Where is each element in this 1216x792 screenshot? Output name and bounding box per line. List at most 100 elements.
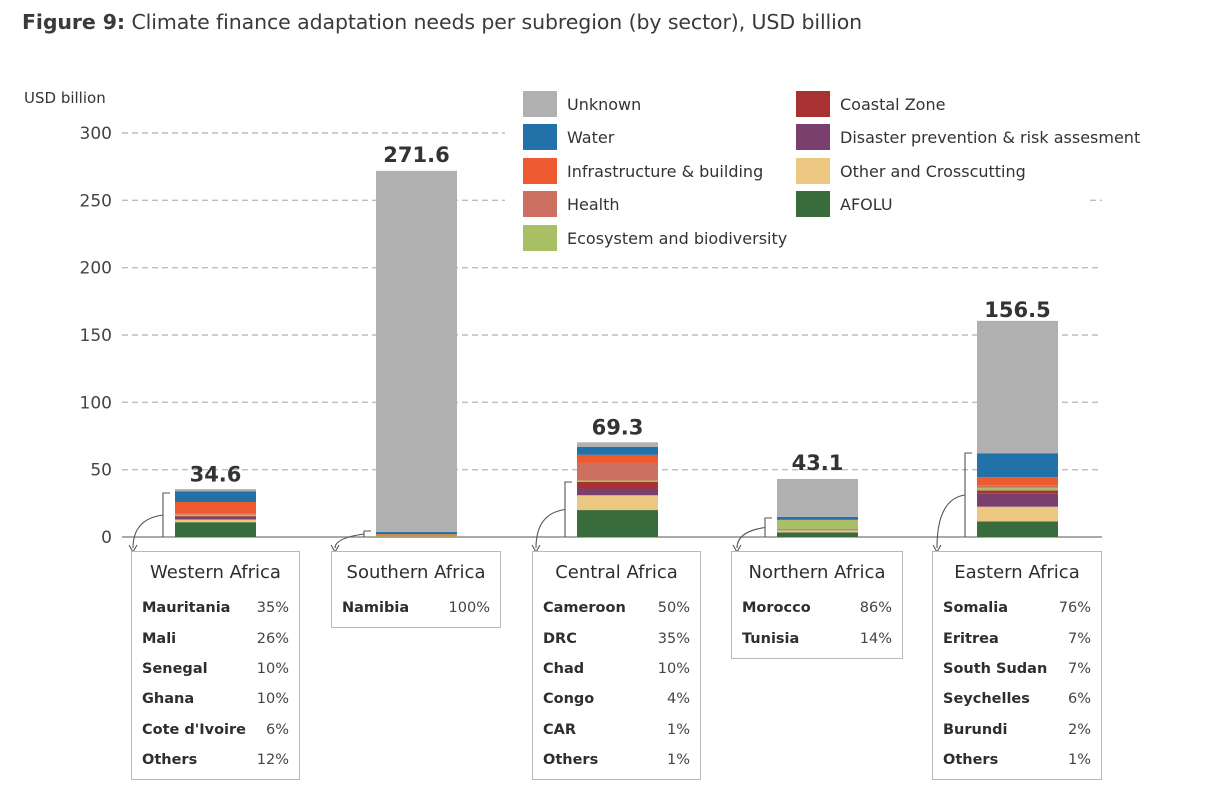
bar-segment bbox=[376, 534, 457, 536]
country-name: Congo bbox=[543, 691, 595, 708]
y-tick-label: 300 bbox=[80, 124, 112, 144]
country-row: CAR 1% bbox=[533, 715, 700, 745]
legend-label: Unknown bbox=[567, 95, 641, 114]
bar-segment bbox=[577, 510, 658, 537]
y-tick-label: 0 bbox=[101, 528, 112, 548]
bar-segment bbox=[376, 536, 457, 538]
country-box-title: Eastern Africa bbox=[954, 562, 1080, 583]
legend-swatch bbox=[796, 91, 830, 117]
bar-segment bbox=[977, 487, 1058, 491]
connector-arrow bbox=[535, 508, 566, 549]
legend-swatch bbox=[796, 124, 830, 150]
bar-segment bbox=[577, 480, 658, 482]
country-share: 35% bbox=[256, 600, 289, 617]
bar-segment bbox=[175, 522, 256, 537]
bar-segment bbox=[577, 446, 658, 455]
country-row: Seychelles 6% bbox=[933, 684, 1101, 714]
country-box-title: Southern Africa bbox=[346, 562, 486, 583]
country-row: Others 1% bbox=[533, 745, 700, 775]
country-box-title: Northern Africa bbox=[748, 562, 886, 583]
country-share: 50% bbox=[657, 600, 690, 617]
bar-segment bbox=[577, 488, 658, 496]
country-share: 2% bbox=[1067, 721, 1091, 738]
bracket bbox=[964, 452, 972, 537]
bar-segment bbox=[376, 170, 457, 533]
legend-label: Water bbox=[567, 128, 615, 147]
country-name: Chad bbox=[543, 660, 585, 677]
bar-segment bbox=[977, 453, 1058, 478]
y-tick-label: 100 bbox=[80, 393, 112, 413]
legend-label: Other and Crosscutting bbox=[840, 162, 1026, 181]
bar-segment bbox=[376, 535, 457, 537]
legend-label: Coastal Zone bbox=[840, 95, 945, 114]
country-box: Central Africa Cameroon 50% DRC 35% Chad 10% Co… bbox=[532, 551, 701, 781]
bar-segment bbox=[577, 481, 658, 489]
legend-swatch bbox=[796, 191, 830, 217]
country-name: Cote d'Ivoire bbox=[142, 721, 246, 738]
country-name: Ghana bbox=[142, 691, 195, 708]
bar-segment bbox=[175, 516, 256, 518]
legend-label: AFOLU bbox=[840, 195, 893, 214]
bar-segment bbox=[376, 534, 457, 535]
bar-segment bbox=[777, 532, 858, 537]
bar-segment bbox=[175, 489, 256, 492]
bar-segment bbox=[577, 495, 658, 511]
country-row: Chad 10% bbox=[533, 654, 700, 684]
country-box-title: Western Africa bbox=[150, 562, 281, 583]
legend-swatch bbox=[796, 158, 830, 184]
country-box: Eastern Africa Somalia 76% Eritrea 7% South S… bbox=[932, 551, 1102, 781]
bracket bbox=[162, 492, 170, 537]
country-name: DRC bbox=[543, 630, 577, 647]
bar-segment bbox=[977, 490, 1058, 494]
country-row: South Sudan 7% bbox=[933, 654, 1101, 684]
y-tick-label: 250 bbox=[80, 191, 112, 211]
bar-segment bbox=[977, 485, 1058, 488]
country-share: 86% bbox=[859, 600, 892, 617]
bar-segment bbox=[977, 493, 1058, 507]
country-row: Morocco 86% bbox=[732, 593, 902, 623]
country-share: 26% bbox=[256, 630, 289, 647]
country-row: Others 1% bbox=[933, 745, 1101, 775]
country-share: 1% bbox=[666, 721, 690, 738]
legend-label: Disaster prevention & risk assesment bbox=[840, 128, 1140, 147]
bar-total-label: 271.6 bbox=[383, 143, 449, 167]
country-row: Cameroon 50% bbox=[533, 593, 700, 623]
y-axis-label: USD billion bbox=[24, 89, 106, 107]
bar-segment bbox=[777, 516, 858, 520]
figure-label: Figure 9: bbox=[22, 10, 126, 34]
country-name: Cameroon bbox=[543, 600, 626, 617]
country-share: 6% bbox=[1067, 691, 1091, 708]
connector-arrow bbox=[736, 526, 766, 549]
bracket bbox=[564, 481, 572, 537]
bracket bbox=[764, 517, 772, 537]
country-share: 6% bbox=[265, 721, 289, 738]
bar-total-label: 69.3 bbox=[592, 416, 644, 440]
legend-swatch bbox=[523, 225, 557, 251]
country-box: Western Africa Mauritania 35% Mali 26% Senega… bbox=[131, 551, 300, 781]
country-name: Burundi bbox=[943, 721, 1008, 738]
bar-segment bbox=[777, 529, 858, 531]
country-name: Seychelles bbox=[943, 691, 1030, 708]
country-name: Mauritania bbox=[142, 600, 231, 617]
country-share: 4% bbox=[666, 691, 690, 708]
country-name: Somalia bbox=[943, 600, 1009, 617]
bar-segment bbox=[777, 478, 858, 517]
country-row: Tunisia 14% bbox=[732, 623, 902, 653]
country-share: 1% bbox=[666, 752, 690, 769]
connector-arrow bbox=[334, 533, 365, 549]
bar-segment bbox=[977, 477, 1058, 486]
bar-segment bbox=[175, 514, 256, 517]
country-box: Northern Africa Morocco 86% Tunisia 14% bbox=[731, 551, 903, 659]
country-share: 10% bbox=[256, 660, 289, 677]
country-name: Senegal bbox=[142, 660, 208, 677]
country-name: Others bbox=[543, 752, 599, 769]
country-share: 7% bbox=[1067, 630, 1091, 647]
country-name: Namibia bbox=[342, 600, 410, 617]
country-share: 7% bbox=[1067, 660, 1091, 677]
country-row: Mauritania 35% bbox=[132, 593, 299, 623]
bar-segment bbox=[577, 462, 658, 481]
y-tick-label: 150 bbox=[80, 326, 112, 346]
legend-swatch bbox=[523, 191, 557, 217]
y-tick-label: 200 bbox=[80, 259, 112, 279]
legend-label: Ecosystem and biodiversity bbox=[567, 229, 787, 248]
